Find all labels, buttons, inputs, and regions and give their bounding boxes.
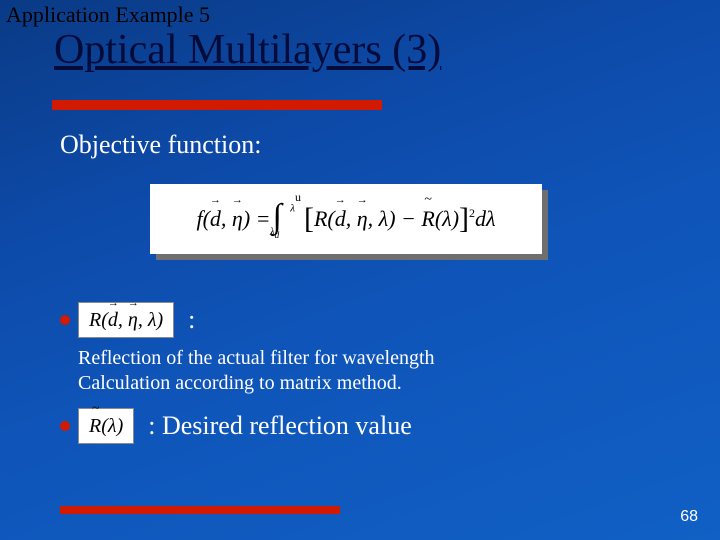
desired-text: Desired reflection value [155, 411, 411, 440]
accent-bar-top [52, 100, 382, 110]
lbracket: [ [304, 202, 314, 236]
f-sym: f [196, 206, 202, 232]
vec-d: d [210, 206, 221, 232]
vec-d2: d [335, 206, 346, 232]
pre-title: Application Example 5 [6, 2, 210, 28]
bullet-row-1: R(d, η, λ) : [60, 302, 195, 338]
desc-line-1: Reflection of the actual filter for wave… [78, 346, 435, 371]
bullet-dot-icon [60, 421, 70, 431]
slide-title: Optical Multilayers (3) [54, 26, 441, 74]
minus: − [401, 206, 416, 232]
int-lower: λd [270, 226, 279, 240]
bullet-row-2: R(λ) : Desired reflection value [60, 408, 412, 444]
page-number: 68 [680, 508, 698, 526]
R-tilde: R [421, 206, 434, 232]
eq: = [256, 206, 271, 232]
square: 2 [469, 206, 475, 221]
inline-box-R: R(d, η, λ) [78, 302, 174, 338]
slide: Application Example 5 Optical Multilayer… [0, 0, 720, 540]
lam3: λ [148, 309, 157, 332]
desc-line-2: Calculation according to matrix method. [78, 371, 435, 396]
objective-formula: f(d, η) = ∫λdλu [R(d, η, λ) − R(λ)]2dλ [150, 184, 542, 254]
dlam: dλ [475, 206, 496, 232]
colon-2: : Desired reflection value [148, 411, 412, 441]
bullet-1-description: Reflection of the actual filter for wave… [78, 346, 435, 396]
rbracket: ] [459, 202, 469, 236]
R-tilde-2: R [89, 415, 101, 438]
vec-d3: d [108, 309, 118, 332]
inline-box-Rtilde: R(λ) [78, 408, 134, 444]
vec-eta: η [232, 206, 243, 232]
objective-label: Objective function: [60, 130, 261, 160]
accent-bar-bottom [60, 506, 340, 514]
colon-1: : [188, 305, 195, 335]
vec-eta2: η [357, 206, 368, 232]
R-sym: R [314, 206, 327, 232]
bullet-dot-icon [60, 315, 70, 325]
formula-box: f(d, η) = ∫λdλu [R(d, η, λ) − R(λ)]2dλ [150, 184, 542, 254]
int-upper: λu [290, 196, 301, 215]
lam1: λ [379, 206, 389, 232]
vec-eta3: η [128, 309, 138, 332]
R-actual: R [89, 309, 101, 332]
lam2: λ [442, 206, 452, 232]
lam4: λ [108, 415, 117, 438]
